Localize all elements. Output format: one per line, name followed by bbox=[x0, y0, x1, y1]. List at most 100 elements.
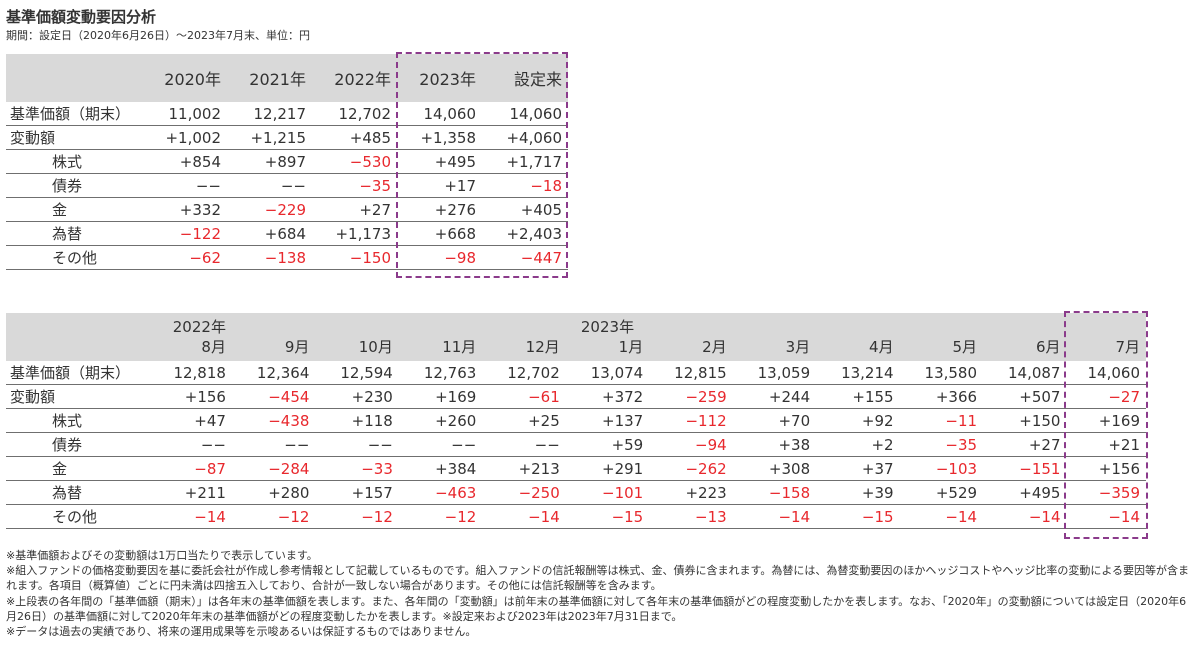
value-cell: +366 bbox=[899, 384, 984, 409]
row-label: 為替 bbox=[6, 480, 149, 505]
value-cell: +157 bbox=[315, 480, 399, 505]
value-cell: −− bbox=[398, 432, 483, 457]
value-cell: −101 bbox=[565, 480, 650, 505]
row-label: その他 bbox=[6, 504, 149, 529]
value-cell: +169 bbox=[1066, 408, 1146, 433]
month-label: 5月 bbox=[952, 338, 978, 356]
table-row: 基準価額（期末） 11,002 12,217 12,702 14,060 14,060 bbox=[6, 102, 568, 126]
value-cell: +211 bbox=[148, 480, 232, 505]
row-label: 変動額 bbox=[6, 384, 149, 409]
value-cell: +4,060 bbox=[482, 125, 568, 150]
value-cell: 12,815 bbox=[649, 361, 733, 385]
value-cell: +155 bbox=[816, 384, 900, 409]
value-cell: −− bbox=[231, 432, 316, 457]
value-cell: +1,173 bbox=[312, 221, 397, 246]
col-header-2022-08: 2022年 8月 bbox=[148, 313, 232, 361]
page-subtitle: 期間：設定日（2020年6月26日）～2023年7月末、単位：円 bbox=[6, 29, 310, 42]
value-cell: +507 bbox=[983, 384, 1067, 409]
value-cell: +308 bbox=[732, 456, 817, 481]
col-header: 12月 bbox=[482, 313, 566, 361]
footnote: ※組入ファンドの価格変動要因を基に委託会社が作成し参考情報として記載しているもの… bbox=[6, 564, 1190, 593]
value-cell: 12,818 bbox=[148, 361, 232, 385]
col-header: 6月 bbox=[983, 313, 1067, 361]
value-cell: 11,002 bbox=[142, 102, 227, 126]
table-row: 基準価額（期末） 12,818 12,364 12,594 12,763 12,702 13… bbox=[6, 361, 1146, 385]
value-cell: −94 bbox=[649, 432, 733, 457]
value-cell: 12,702 bbox=[482, 361, 566, 385]
table-row: 債券 −− −− −− −− −− +59 −94 +38 +2 −35 +27 +21 bbox=[6, 432, 1146, 457]
footnote: ※上段表の各年間の「基準価額（期末）」は各年末の基準価額を表します。また、各年間… bbox=[6, 594, 1187, 623]
month-label: 11月 bbox=[442, 338, 477, 356]
value-cell: +1,717 bbox=[482, 149, 568, 174]
value-cell: −12 bbox=[315, 504, 399, 529]
table-row: 為替 +211 +280 +157 −463 −250 −101 +223 −158 +39 +52… bbox=[6, 480, 1146, 505]
row-label: 債券 bbox=[6, 432, 149, 457]
value-cell: +213 bbox=[482, 456, 566, 481]
row-label: 株式 bbox=[6, 408, 149, 433]
value-cell: 12,594 bbox=[315, 361, 399, 385]
value-cell: −12 bbox=[231, 504, 316, 529]
col-header: 5月 bbox=[899, 313, 984, 361]
table-row: その他 −62 −138 −150 −98 −447 bbox=[6, 245, 568, 270]
value-cell: 12,364 bbox=[231, 361, 316, 385]
month-label: 6月 bbox=[1035, 338, 1061, 356]
header-empty-cell bbox=[6, 54, 142, 102]
value-cell: +897 bbox=[227, 149, 312, 174]
value-cell: −− bbox=[227, 173, 312, 198]
table-row: 金 +332 −229 +27 +276 +405 bbox=[6, 197, 568, 222]
row-label: 為替 bbox=[6, 221, 142, 246]
value-cell: −158 bbox=[732, 480, 817, 505]
value-cell: −14 bbox=[732, 504, 817, 529]
col-header: 設定来 bbox=[482, 54, 568, 102]
row-label: 基準価額（期末） bbox=[6, 102, 142, 126]
value-cell: −98 bbox=[397, 245, 482, 270]
value-cell: +27 bbox=[983, 432, 1067, 457]
annual-table: 2020年 2021年 2022年 2023年 設定来 基準価額（期末） 11,0… bbox=[6, 54, 568, 270]
table-row: 金 −87 −284 −33 +384 +213 +291 −262 +308 +37 −103 −1… bbox=[6, 456, 1146, 481]
value-cell: +291 bbox=[565, 456, 650, 481]
footnotes: ※基準価額およびその変動額は1万口当たりで表示しています。 ※組入ファンドの価格… bbox=[6, 548, 1196, 639]
value-cell: −359 bbox=[1066, 480, 1146, 505]
value-cell: +244 bbox=[732, 384, 817, 409]
table-row: 変動額 +1,002 +1,215 +485 +1,358 +4,060 bbox=[6, 125, 568, 150]
table-row: 株式 +854 +897 −530 +495 +1,717 bbox=[6, 149, 568, 174]
month-label: 3月 bbox=[785, 338, 811, 356]
value-cell: −15 bbox=[565, 504, 650, 529]
value-cell: 13,059 bbox=[732, 361, 817, 385]
row-label: 債券 bbox=[6, 173, 142, 198]
table-row: その他 −14 −12 −12 −12 −14 −15 −13 −14 −15 −14 −14 −14 bbox=[6, 504, 1146, 529]
value-cell: −15 bbox=[816, 504, 900, 529]
value-cell: +25 bbox=[482, 408, 566, 433]
value-cell: 13,214 bbox=[816, 361, 900, 385]
value-cell: −454 bbox=[231, 384, 316, 409]
value-cell: −14 bbox=[148, 504, 232, 529]
col-header: 2023年 bbox=[397, 54, 482, 102]
value-cell: 14,060 bbox=[397, 102, 482, 126]
value-cell: +223 bbox=[649, 480, 733, 505]
value-cell: −259 bbox=[649, 384, 733, 409]
value-cell: −27 bbox=[1066, 384, 1146, 409]
value-cell: +668 bbox=[397, 221, 482, 246]
value-cell: −229 bbox=[227, 197, 312, 222]
value-cell: +405 bbox=[482, 197, 568, 222]
year-label-2022: 2022年 bbox=[172, 318, 226, 336]
value-cell: +2,403 bbox=[482, 221, 568, 246]
col-header: 11月 bbox=[398, 313, 483, 361]
value-cell: −150 bbox=[312, 245, 397, 270]
table-row: 債券 −− −− −35 +17 −18 bbox=[6, 173, 568, 198]
value-cell: +70 bbox=[732, 408, 817, 433]
row-label: 株式 bbox=[6, 149, 142, 174]
col-header: 10月 bbox=[315, 313, 399, 361]
value-cell: 14,060 bbox=[482, 102, 568, 126]
value-cell: −13 bbox=[649, 504, 733, 529]
monthly-table-body: 基準価額（期末） 12,818 12,364 12,594 12,763 12,702 13… bbox=[6, 361, 1146, 529]
value-cell: +92 bbox=[816, 408, 900, 433]
value-cell: +485 bbox=[312, 125, 397, 150]
value-cell: 13,580 bbox=[899, 361, 984, 385]
col-header: 2023年 1月 bbox=[565, 313, 650, 361]
table-row: 株式 +47 −438 +118 +260 +25 +137 −112 +70 +92 −11 +15… bbox=[6, 408, 1146, 433]
value-cell: +1,358 bbox=[397, 125, 482, 150]
value-cell: −14 bbox=[899, 504, 984, 529]
value-cell: +21 bbox=[1066, 432, 1146, 457]
value-cell: −− bbox=[482, 432, 566, 457]
